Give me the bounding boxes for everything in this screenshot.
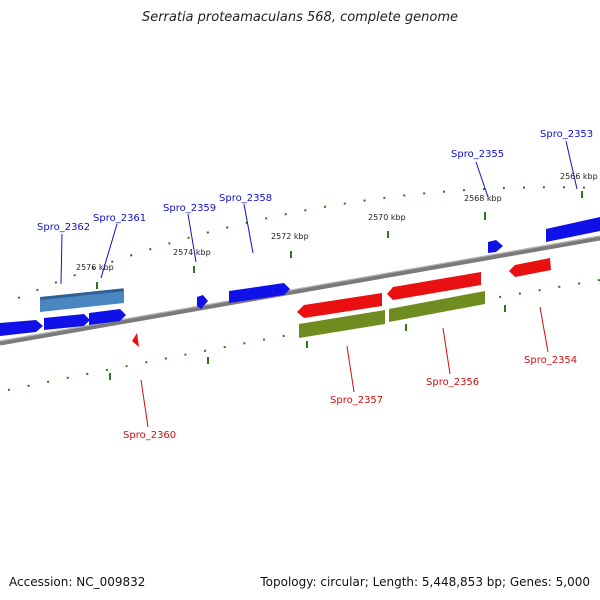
gene-label-spro-2362: Spro_2362 [37,222,90,233]
reverse-label-leaders [140,306,549,428]
gene-label-spro-2361: Spro_2361 [93,213,146,224]
gene-arrow-reverse [297,293,382,318]
gene-arrow-reverse [132,333,139,347]
gene-label-spro-2359: Spro_2359 [163,203,216,214]
gene-label-spro-2360: Spro_2360 [123,430,176,441]
cds-track [299,291,485,338]
gene-arrow-reverse [387,272,481,300]
forward-label-leaders [60,140,578,285]
gene-arrow-forward [197,295,208,309]
reverse-genes [132,258,551,347]
gene-arrow-forward [488,240,503,253]
gene-label-spro-2358: Spro_2358 [219,193,272,204]
gene-arrow-forward [39,288,124,300]
gene-arrow-forward [89,309,126,325]
kbp-label-2570: 2570 kbp [368,213,406,222]
gene-arrow-forward [546,217,600,242]
kbp-label-2572: 2572 kbp [271,232,309,241]
inner-major-ticks [109,305,506,380]
genome-title: Serratia proteamaculans 568, complete ge… [141,10,459,25]
gene-label-spro-2354: Spro_2354 [524,355,577,366]
gene-label-spro-2353: Spro_2353 [540,129,593,140]
gene-label-spro-2355: Spro_2355 [451,149,504,160]
genome-backbone [0,235,600,346]
accession-text: Accession: NC_009832 [9,575,146,589]
gene-arrow-reverse [509,258,551,277]
genome-summary-text: Topology: circular; Length: 5,448,853 bp… [260,575,590,589]
gene-arrow-forward [40,290,124,312]
outer-major-ticks [96,191,583,289]
kbp-label-2566: 2566 kbp [560,172,598,181]
outer-scale-ring [17,186,600,299]
genome-backbone-highlight [0,235,600,342]
gene-arrow-forward [229,283,290,303]
cds-block [299,310,385,338]
kbp-label-2568: 2568 kbp [464,194,502,203]
gene-label-spro-2356: Spro_2356 [426,377,479,388]
kbp-label-2574: 2574 kbp [173,248,211,257]
kbp-label-2576: 2576 kbp [76,263,114,272]
gene-arrow-forward [44,314,90,330]
forward-genes [0,217,600,336]
cds-block [389,291,485,322]
gene-arrow-forward [0,320,43,336]
gene-label-spro-2357: Spro_2357 [330,395,383,406]
